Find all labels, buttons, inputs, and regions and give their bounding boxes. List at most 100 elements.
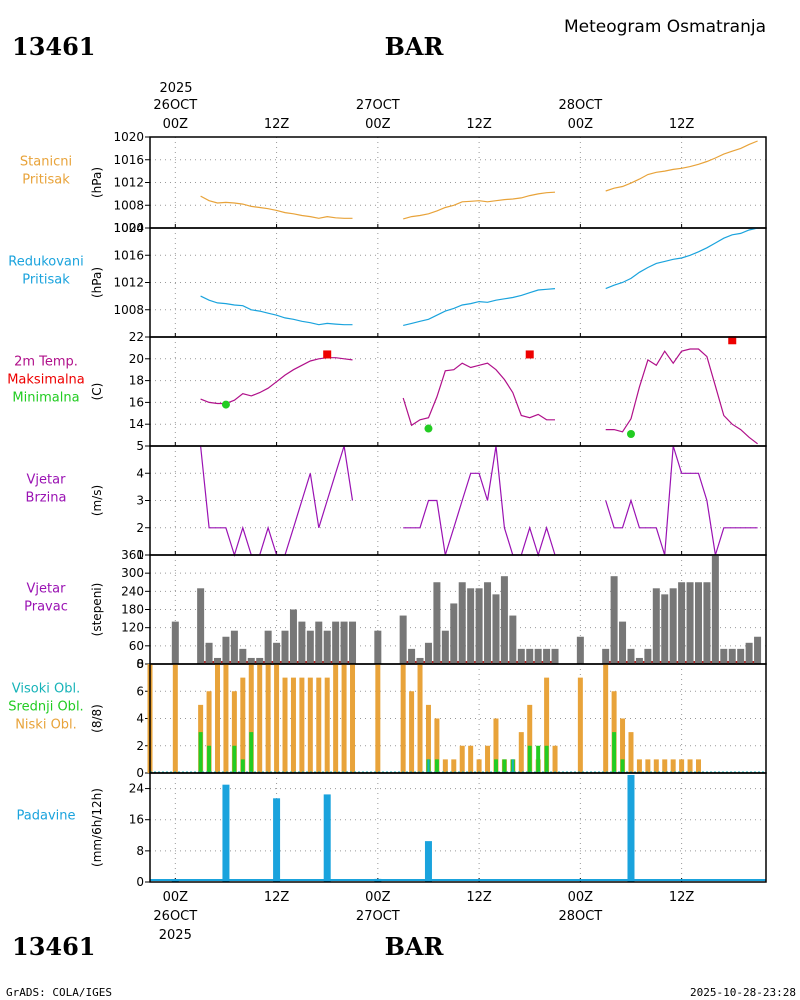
cloud-bar-niski-obl [223,664,229,773]
cloud-bar-visoki-obl [511,759,514,773]
station-pressure-line [403,191,556,220]
wind-speed-line [605,445,758,556]
wind-direction-bar [669,588,677,664]
cloud-bar-niski-obl [231,691,237,773]
max-temp-marker [728,336,737,345]
wind-direction-bar [205,642,213,664]
wind-direction-bar [543,648,551,664]
wind-direction-bar [450,603,458,664]
top-day-label: 26OCT [153,98,197,113]
cloud-cover-label: Srednji Obl. [8,700,83,715]
cloud-bar-niski-obl [434,718,440,773]
top-day-label: 28OCT [558,98,602,113]
wind-direction-bar [332,621,340,664]
temperature-label: 2m Temp. [14,355,78,370]
cloud-bar-niski-obl [257,664,263,773]
bottom-day-label: 27OCT [356,909,400,924]
wind-direction-bar [686,582,694,664]
y-tick-label: 20 [129,352,144,366]
wind-direction-bar [635,657,643,664]
y-tick-label: 1 [136,548,144,562]
wind-direction-bar [458,582,466,664]
y-tick-label: 2 [136,739,144,753]
precipitation-bar [273,798,281,882]
cloud-bar-niski-obl [577,677,583,773]
wind-speed-line [200,445,354,558]
top-time-axis: 26OCT 00Z 12Z 27OCT 00Z 12Z 28OCT 00Z 12Z [153,98,694,132]
station-pressure-frame [149,136,767,229]
wind-direction-bar [441,630,449,664]
cloud-cover-panel: 0 2 4 6 8 (8/8) Visoki Obl. Srednji Obl. Niski O… [8,657,767,780]
station-pressure-axis-label: (hPa) [90,167,104,198]
cloud-bar-srednji-obl [502,759,507,773]
y-tick-label: 6 [136,684,144,698]
wind-direction-bar [711,555,719,664]
wind-direction-bar [534,648,542,664]
wind-direction-bar [230,630,238,664]
bottom-hour-label: 12Z [466,890,492,905]
wind-direction-axis-label: (stepeni) [90,583,104,637]
cloud-bar-srednji-obl [232,745,237,773]
wind-direction-bar [551,648,559,664]
max-temp-marker [525,350,534,359]
cloud-bar-srednji-obl [240,759,245,773]
cloud-bar-niski-obl [400,664,406,773]
top-hour-label: 12Z [264,117,290,132]
station-id-top: 13461 [12,32,96,61]
max-temp-marker [323,350,332,359]
bottom-hour-label: 12Z [669,890,695,905]
reduced-pressure-panel: 1008 1012 1016 1020 (hPa) Redukovani Pritisak [8,221,767,338]
cloud-bar-visoki-obl [427,759,430,773]
source-credit: GrADS: COLA/IGES [6,986,112,999]
cloud-bar-niski-obl [476,759,482,773]
cloud-bar-srednji-obl [198,732,203,773]
wind-direction-bar [315,621,323,664]
cloud-bar-srednji-obl [620,759,625,773]
y-tick-label: 180 [121,603,144,617]
cloud-bar-niski-obl [485,745,491,773]
cloud-bar-niski-obl [662,759,668,773]
y-tick-label: 0 [136,875,144,889]
bottom-hour-label: 00Z [163,890,189,905]
y-tick-label: 16 [129,395,144,409]
temperature-axis-label: (C) [90,383,104,401]
cloud-bar-niski-obl [206,691,212,773]
precipitation-bar [627,774,635,882]
min-temp-marker [626,430,635,439]
precipitation-bar [222,784,230,882]
wind-speed-label: Vjetar [27,473,67,488]
cloud-cover-axis-label: (8/8) [90,704,104,733]
y-tick-label: 1020 [113,221,144,235]
wind-direction-bar [475,588,483,664]
cloud-bar-niski-obl [468,745,474,773]
cloud-bar-niski-obl [518,732,524,773]
wind-direction-bar [678,582,686,664]
y-tick-label: 1012 [113,276,144,290]
wind-speed-frame [149,445,767,556]
wind-direction-bar [399,615,407,664]
precipitation-label: Padavine [17,809,76,824]
cloud-bar-niski-obl [299,677,305,773]
wind-direction-panel: 0 60 120 180 240 300 360 (stepeni) Vjetar Pravac [24,548,767,671]
cloud-bar-niski-obl [527,704,533,773]
reduced-pressure-line [605,227,758,290]
cloud-bar-niski-obl [248,664,254,773]
cloud-bar-niski-obl [316,677,322,773]
cloud-bar-niski-obl [307,677,313,773]
wind-direction-bar [703,582,711,664]
wind-direction-bar [222,636,230,664]
cloud-bar-niski-obl [324,677,330,773]
station-pressure-label: Pritisak [22,173,70,188]
wind-direction-bar [424,642,432,664]
y-tick-label: 22 [129,330,144,344]
station-name-top: BAR [385,32,445,61]
cloud-bar-srednji-obl [249,732,254,773]
min-temp-marker [221,400,230,409]
precipitation-panel: 0 8 16 24 (mm/6h/12h) Padavine [17,772,767,889]
wind-direction-bar [652,588,660,664]
wind-direction-bar [433,582,441,664]
wind-direction-bar [509,615,517,664]
cloud-bar-niski-obl [628,732,634,773]
y-tick-label: 1020 [113,130,144,144]
cloud-bar-niski-obl [350,664,356,773]
